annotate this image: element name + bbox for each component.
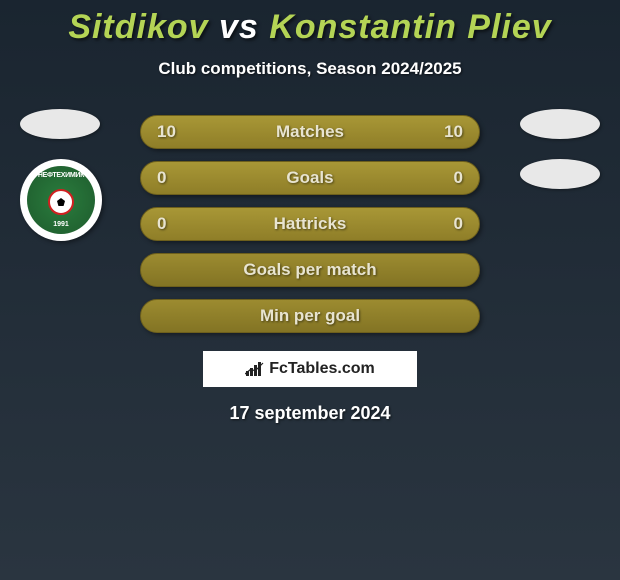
stat-label: Goals per match [243, 260, 376, 280]
stat-row-hattricks: 0 Hattricks 0 [140, 207, 480, 241]
stat-right-value: 0 [454, 214, 463, 234]
player1-logo-placeholder [20, 109, 100, 139]
badge-club-name: НЕФТЕХИМИК [38, 172, 84, 179]
stat-left-value: 10 [157, 122, 176, 142]
badge-year: 1991 [53, 221, 69, 228]
page-title: Sitdikov vs Konstantin Pliev [68, 8, 551, 47]
stat-label: Min per goal [260, 306, 360, 326]
player2-logo-placeholder-1 [520, 109, 600, 139]
attribution-text: FcTables.com [269, 360, 375, 378]
stat-row-matches: 10 Matches 10 [140, 115, 480, 149]
badge-inner: НЕФТЕХИМИК 1991 [27, 166, 95, 234]
stat-right-value: 10 [444, 122, 463, 142]
player1-club-badge: НЕФТЕХИМИК 1991 [20, 159, 102, 241]
player1-name: Sitdikov [68, 8, 208, 46]
stat-right-value: 0 [454, 168, 463, 188]
stat-bars: 10 Matches 10 0 Goals 0 0 Hattricks 0 Go… [140, 115, 480, 333]
stat-label: Goals [286, 168, 333, 188]
stat-label: Matches [276, 122, 344, 142]
vs-text: vs [219, 8, 259, 46]
chart-icon [245, 361, 265, 377]
stat-row-min-per-goal: Min per goal [140, 299, 480, 333]
stat-label: Hattricks [274, 214, 347, 234]
player2-name: Konstantin Pliev [269, 8, 551, 46]
subtitle: Club competitions, Season 2024/2025 [158, 59, 461, 79]
stats-area: НЕФТЕХИМИК 1991 10 Matches 10 0 Goals 0 … [0, 115, 620, 333]
stat-left-value: 0 [157, 214, 166, 234]
comparison-card: Sitdikov vs Konstantin Pliev Club compet… [0, 0, 620, 580]
stat-row-goals-per-match: Goals per match [140, 253, 480, 287]
stat-left-value: 0 [157, 168, 166, 188]
badge-ball-icon [48, 189, 74, 215]
player2-logo-placeholder-2 [520, 159, 600, 189]
date-stamp: 17 september 2024 [229, 403, 390, 424]
attribution-box: FcTables.com [203, 351, 417, 387]
left-logos: НЕФТЕХИМИК 1991 [20, 109, 102, 241]
stat-row-goals: 0 Goals 0 [140, 161, 480, 195]
right-logos [520, 109, 600, 189]
